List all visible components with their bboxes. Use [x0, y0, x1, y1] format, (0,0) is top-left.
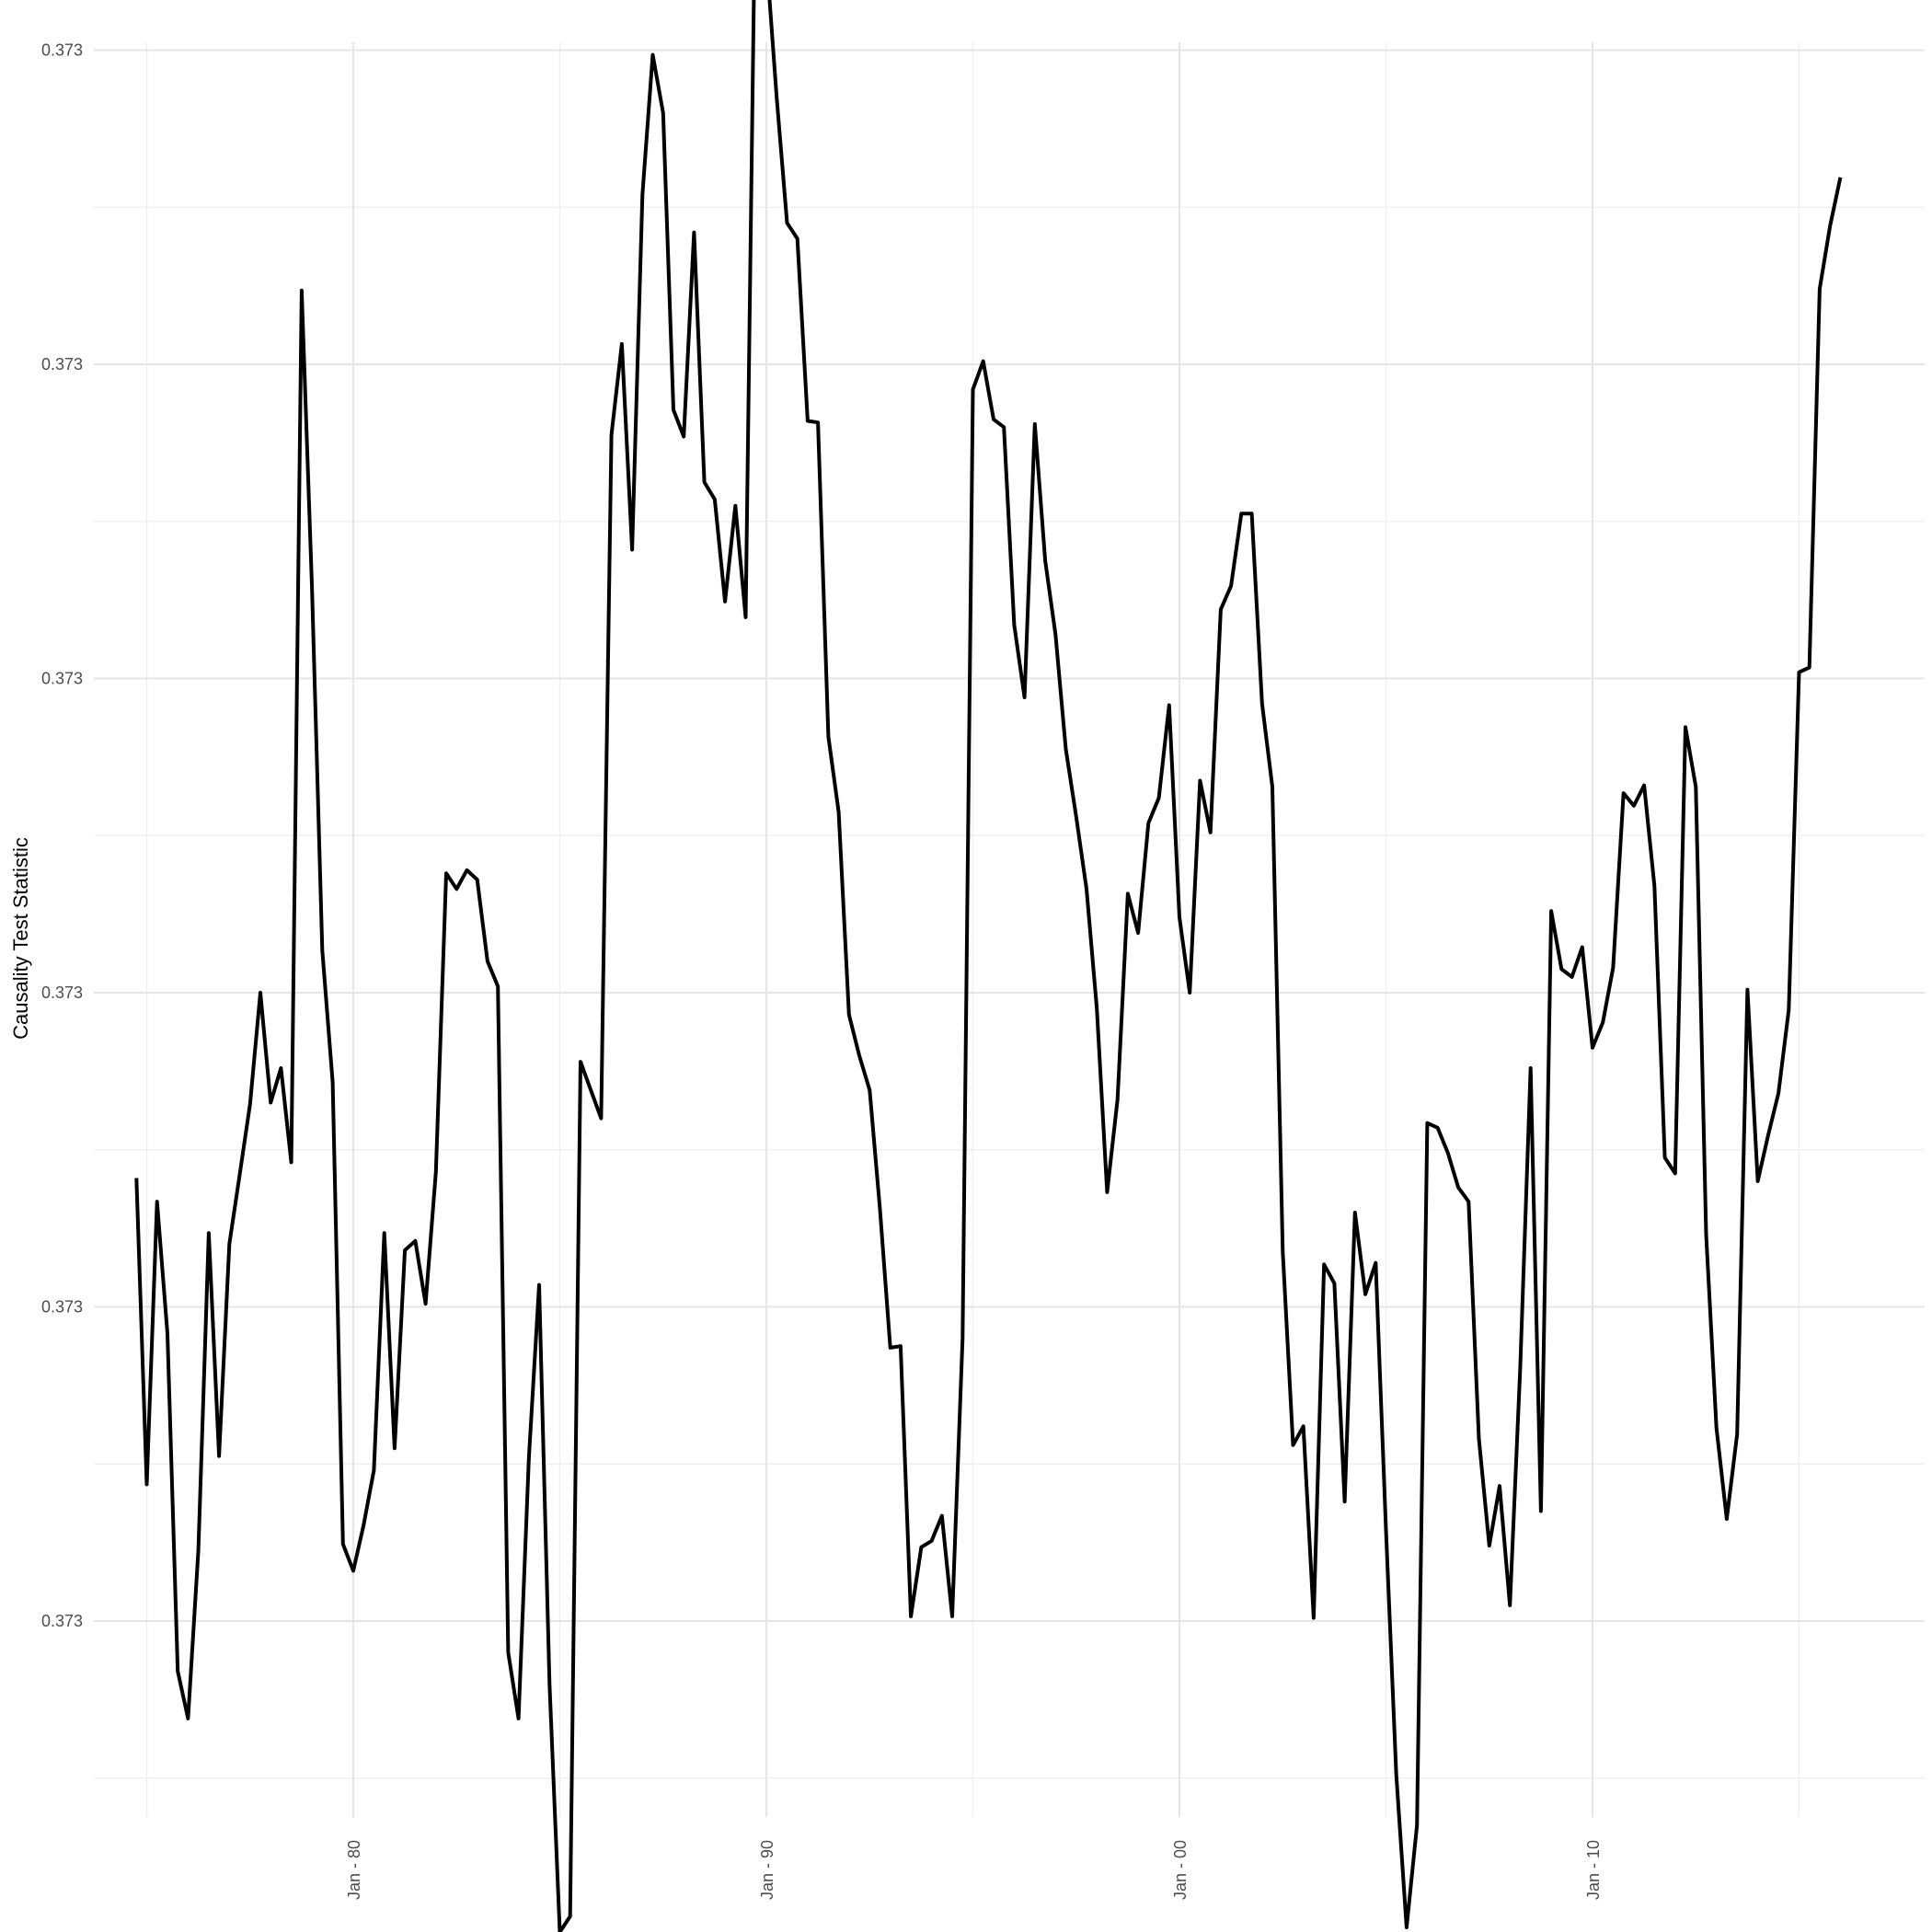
x-tick-label: Jan - 90	[758, 1840, 776, 1900]
minor-gridlines	[94, 42, 1925, 1817]
y-tick-label: 0.373	[41, 355, 83, 374]
x-axis-tick-labels: Jan - 80 Jan - 90 Jan - 00 Jan - 10	[345, 1840, 1603, 1900]
y-tick-label: 0.373	[41, 41, 83, 60]
major-gridlines	[94, 42, 1925, 1817]
y-tick-label: 0.373	[41, 670, 83, 688]
y-tick-label: 0.373	[41, 1298, 83, 1317]
y-tick-label: 0.373	[41, 983, 83, 1002]
series-line	[134, 0, 1843, 1932]
y-tick-label: 0.373	[41, 1612, 83, 1630]
x-tick-label: Jan - 10	[1584, 1840, 1603, 1900]
y-axis-title: Causality Test Statistic	[9, 837, 32, 1040]
x-tick-label: Jan - 80	[345, 1840, 363, 1900]
y-axis-tick-labels: 0.373 0.373 0.373 0.373 0.373 0.373	[41, 41, 83, 1631]
x-tick-label: Jan - 00	[1171, 1840, 1190, 1900]
series-layer	[134, 0, 1843, 1932]
